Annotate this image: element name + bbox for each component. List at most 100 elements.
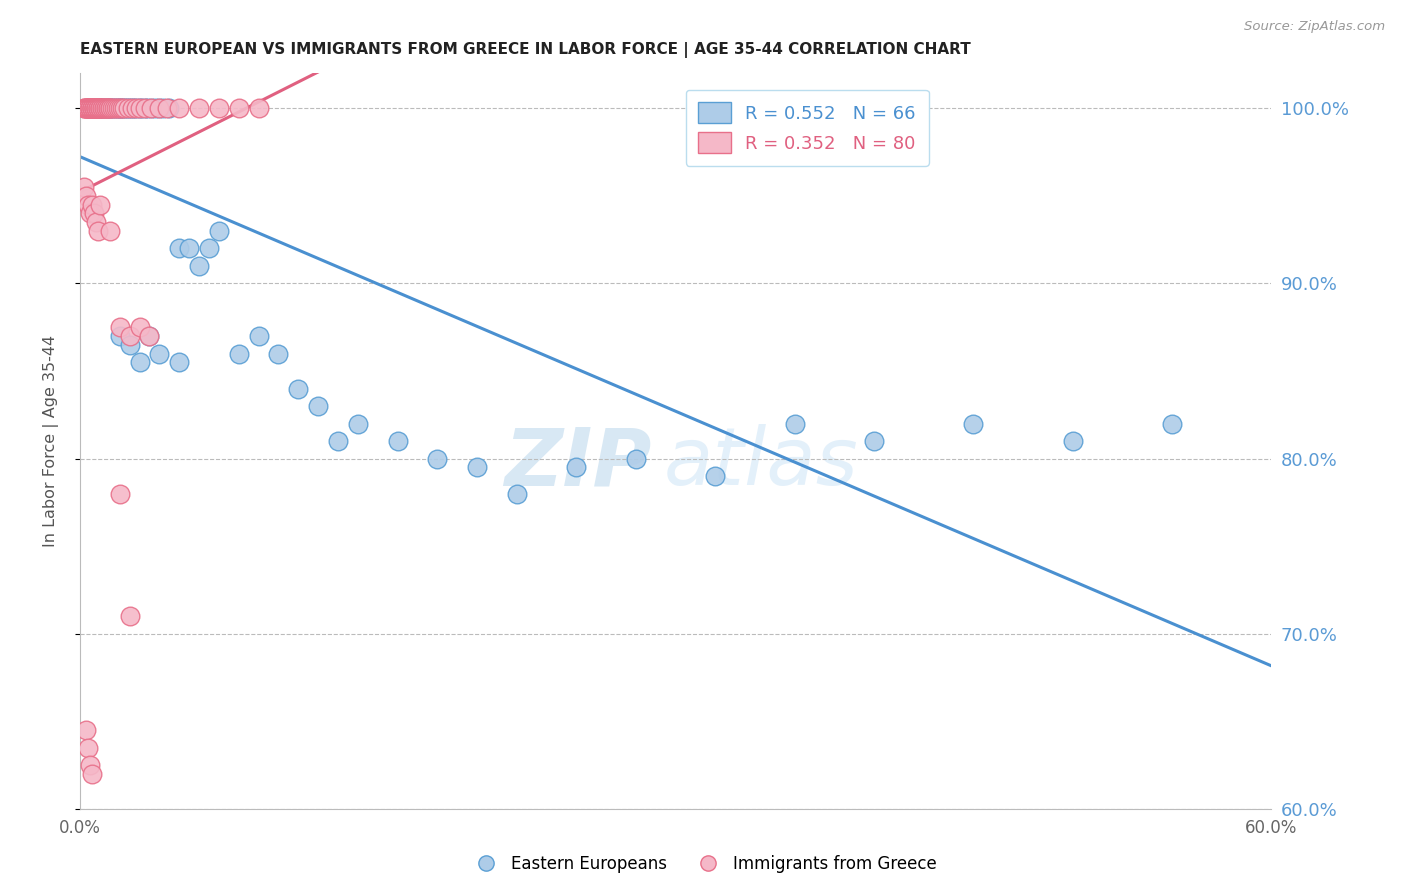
Point — [84, 101, 107, 115]
Y-axis label: In Labor Force | Age 35-44: In Labor Force | Age 35-44 — [44, 335, 59, 547]
Point — [73, 101, 96, 115]
Point — [208, 224, 231, 238]
Point — [83, 101, 105, 115]
Point — [89, 197, 111, 211]
Point — [167, 355, 190, 369]
Point — [75, 101, 97, 115]
Point — [90, 101, 112, 115]
Legend: R = 0.552   N = 66, R = 0.352   N = 80: R = 0.552 N = 66, R = 0.352 N = 80 — [686, 89, 928, 166]
Point — [138, 329, 160, 343]
Point — [97, 101, 120, 115]
Point — [287, 382, 309, 396]
Point — [426, 451, 449, 466]
Point — [136, 101, 159, 115]
Point — [87, 101, 110, 115]
Point — [118, 101, 141, 115]
Point — [77, 101, 100, 115]
Point — [75, 189, 97, 203]
Point — [118, 329, 141, 343]
Point — [148, 101, 170, 115]
Point — [98, 101, 121, 115]
Point — [73, 101, 96, 115]
Point — [97, 101, 120, 115]
Point — [98, 101, 121, 115]
Point — [89, 101, 111, 115]
Point — [167, 101, 190, 115]
Point — [465, 460, 488, 475]
Point — [94, 101, 117, 115]
Point — [111, 101, 134, 115]
Point — [134, 101, 156, 115]
Point — [77, 101, 100, 115]
Point — [138, 329, 160, 343]
Point — [111, 101, 134, 115]
Point — [89, 101, 111, 115]
Point — [118, 338, 141, 352]
Point — [145, 101, 167, 115]
Point — [79, 101, 101, 115]
Point — [107, 101, 129, 115]
Point — [83, 101, 105, 115]
Point — [188, 101, 211, 115]
Point — [93, 101, 115, 115]
Point — [122, 101, 145, 115]
Point — [167, 242, 190, 256]
Point — [108, 101, 131, 115]
Point — [112, 101, 135, 115]
Point — [89, 101, 111, 115]
Point — [565, 460, 588, 475]
Point — [104, 101, 127, 115]
Point — [157, 101, 180, 115]
Point — [114, 101, 136, 115]
Text: EASTERN EUROPEAN VS IMMIGRANTS FROM GREECE IN LABOR FORCE | AGE 35-44 CORRELATIO: EASTERN EUROPEAN VS IMMIGRANTS FROM GREE… — [80, 42, 970, 58]
Point — [80, 767, 103, 781]
Point — [80, 197, 103, 211]
Point — [79, 206, 101, 220]
Point — [198, 242, 221, 256]
Point — [152, 101, 174, 115]
Point — [1160, 417, 1182, 431]
Point — [108, 320, 131, 334]
Point — [148, 346, 170, 360]
Point — [87, 101, 110, 115]
Point — [107, 101, 129, 115]
Point — [75, 101, 97, 115]
Point — [347, 417, 370, 431]
Point — [75, 101, 97, 115]
Legend: Eastern Europeans, Immigrants from Greece: Eastern Europeans, Immigrants from Greec… — [463, 848, 943, 880]
Point — [121, 101, 143, 115]
Point — [228, 101, 250, 115]
Point — [98, 101, 121, 115]
Point — [87, 224, 110, 238]
Point — [100, 101, 122, 115]
Point — [93, 101, 115, 115]
Point — [326, 434, 349, 449]
Text: atlas: atlas — [664, 425, 859, 502]
Point — [267, 346, 290, 360]
Point — [141, 101, 163, 115]
Point — [307, 399, 329, 413]
Point — [80, 101, 103, 115]
Point — [108, 329, 131, 343]
Point — [77, 740, 100, 755]
Point — [112, 101, 135, 115]
Point — [84, 101, 107, 115]
Point — [124, 101, 146, 115]
Point — [84, 215, 107, 229]
Point — [1062, 434, 1084, 449]
Point — [79, 101, 101, 115]
Point — [704, 469, 727, 483]
Text: ZIP: ZIP — [505, 425, 652, 502]
Point — [128, 101, 150, 115]
Point — [98, 224, 121, 238]
Point — [624, 451, 647, 466]
Point — [108, 101, 131, 115]
Point — [79, 101, 101, 115]
Point — [134, 101, 156, 115]
Point — [103, 101, 125, 115]
Point — [79, 101, 101, 115]
Point — [124, 101, 146, 115]
Point — [83, 101, 105, 115]
Point — [83, 101, 105, 115]
Point — [228, 346, 250, 360]
